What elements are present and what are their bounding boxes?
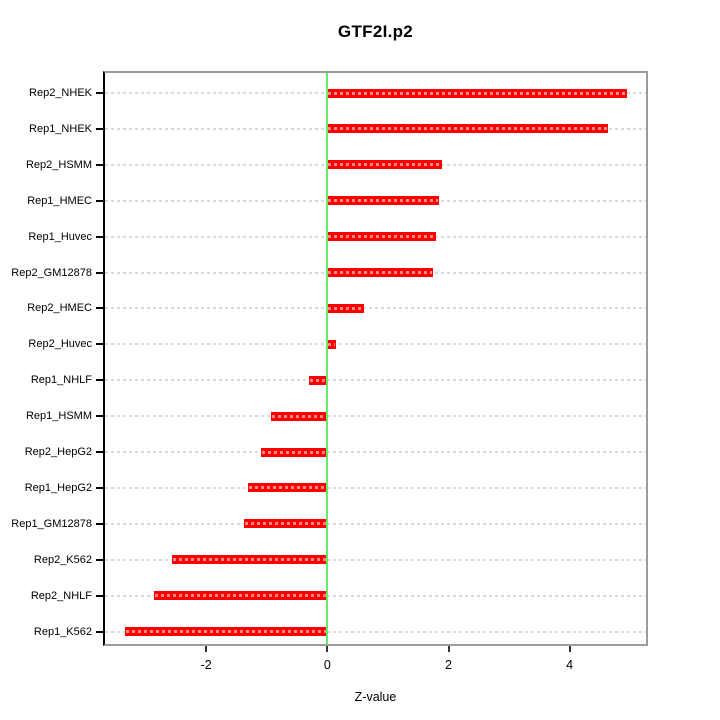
bar-dash-pattern (328, 342, 336, 346)
bar-dash-pattern (328, 235, 436, 239)
y-axis-tick (96, 307, 103, 310)
y-axis-tick (96, 271, 103, 274)
bar (243, 519, 328, 529)
y-axis-tick (96, 343, 103, 346)
x-axis-title: Z-value (354, 690, 397, 704)
y-axis-tick (96, 92, 103, 94)
gridline (105, 415, 646, 418)
y-axis-tick (96, 127, 103, 130)
y-axis-tick (96, 451, 103, 453)
bar (327, 303, 365, 313)
y-axis-category-label: Rep1_Huvec (28, 230, 92, 243)
bar (124, 627, 328, 636)
bar-dash-pattern (328, 271, 433, 274)
y-axis-category-label: Rep2_K562 (33, 553, 92, 566)
y-axis-category-label: Rep1_NHLF (30, 374, 92, 387)
y-axis-category-label: Rep1_HSMM (25, 410, 92, 423)
y-axis-category-label: Rep1_GM12878 (11, 517, 92, 530)
x-axis-tick-label: 4 (566, 658, 574, 672)
y-axis-category-label: Rep2_GM12878 (11, 266, 92, 279)
bar (327, 160, 443, 170)
x-axis-tick-label: 0 (323, 658, 331, 672)
y-axis-category-label: Rep2_Huvec (28, 338, 92, 351)
bar-dash-pattern (328, 306, 364, 310)
y-axis-category-label: Rep1_HepG2 (24, 481, 92, 494)
bar-dash-pattern (244, 522, 327, 526)
gridline (105, 379, 646, 382)
y-axis-tick (96, 199, 103, 202)
bar (327, 268, 434, 277)
gridline (105, 486, 646, 489)
bar (261, 447, 328, 457)
y-axis-category-label: Rep2_NHEK (29, 87, 92, 99)
gridline (105, 307, 646, 310)
chart-title: GTF2I.p2 (337, 22, 414, 41)
bar (327, 232, 437, 242)
x-axis-tick (447, 646, 450, 652)
y-axis-category-label: Rep2_HepG2 (24, 446, 92, 458)
bar (270, 411, 328, 421)
y-axis-tick (96, 486, 103, 489)
bar-dash-pattern (262, 450, 327, 454)
y-axis-category-label: Rep1_NHEK (29, 122, 92, 135)
y-axis-tick (96, 235, 103, 238)
bar-dash-pattern (328, 91, 626, 95)
x-axis-tick-label: 2 (445, 658, 452, 672)
bar-dash-pattern (328, 127, 607, 131)
bar (327, 88, 627, 98)
bar-dash-pattern (328, 163, 442, 167)
bar-dash-pattern (173, 558, 327, 562)
gridline (105, 558, 646, 561)
bar-dash-pattern (310, 378, 327, 382)
gridline (105, 451, 646, 453)
x-axis-tick-label: -2 (200, 658, 212, 672)
bar-dash-pattern (328, 199, 439, 203)
y-axis-tick (96, 594, 103, 597)
y-axis-tick (96, 630, 103, 633)
bar (247, 483, 328, 493)
bar-dash-pattern (155, 594, 327, 598)
bar (327, 124, 608, 134)
y-axis-tick (96, 558, 103, 561)
bar (172, 555, 328, 565)
y-axis-category-label: Rep2_NHLF (30, 589, 92, 602)
y-axis-category-label: Rep2_HMEC (27, 302, 92, 315)
gridline (105, 594, 646, 597)
y-axis-tick (96, 163, 103, 166)
gridline (105, 522, 646, 525)
y-axis-category-label: Rep1_HMEC (27, 194, 92, 207)
y-axis-tick (96, 415, 103, 418)
x-axis-tick (326, 646, 329, 652)
y-axis-category-label: Rep2_HSMM (25, 158, 92, 171)
bar-dash-pattern (271, 414, 327, 418)
bar-dash-pattern (125, 630, 327, 633)
y-axis-tick (96, 522, 103, 525)
gridline (105, 343, 646, 346)
bar (154, 591, 328, 601)
bar-dash-pattern (248, 486, 327, 490)
bar (327, 196, 440, 206)
zero-line (326, 73, 329, 644)
bar (327, 339, 337, 349)
x-axis-tick (205, 646, 208, 652)
y-axis-category-label: Rep1_K562 (33, 625, 92, 638)
plot-area (103, 71, 648, 646)
gridline (105, 630, 646, 633)
x-axis-tick (568, 646, 571, 652)
y-axis-tick (96, 379, 103, 382)
bar (309, 375, 328, 385)
